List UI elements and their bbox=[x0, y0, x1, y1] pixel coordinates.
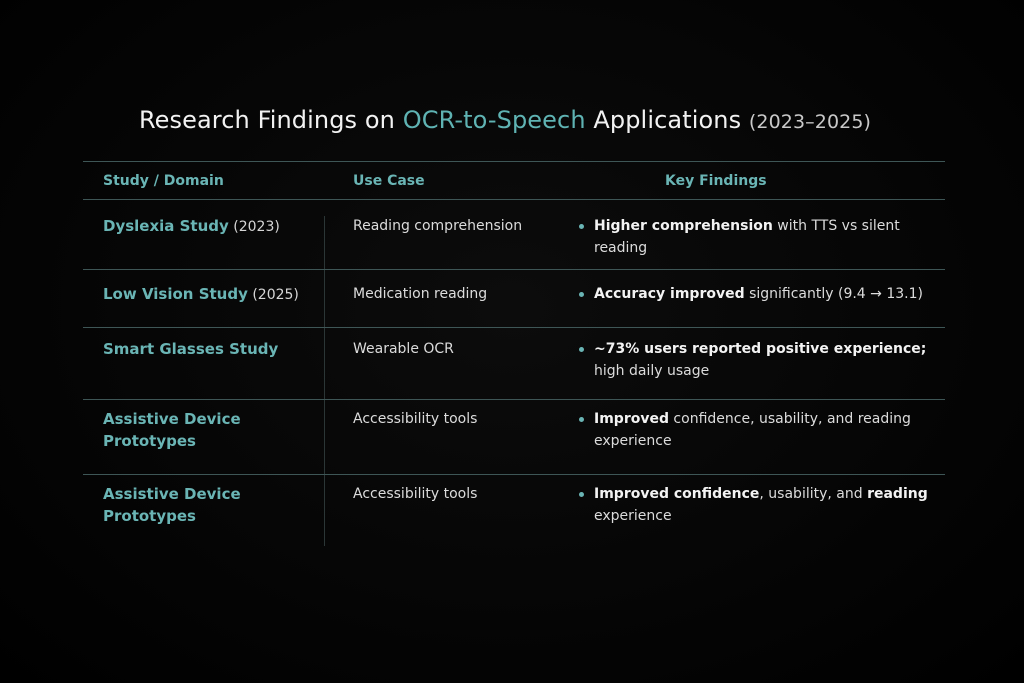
finding-rest: high daily usage bbox=[594, 363, 710, 379]
cell-use-case: Reading comprehension bbox=[353, 218, 523, 234]
title-accent: OCR-to-Speech bbox=[402, 106, 586, 134]
header-use-case: Use Case bbox=[353, 173, 425, 189]
bullet-icon bbox=[579, 292, 584, 297]
finding-rest: significantly (9.4 → 13.1) bbox=[744, 286, 923, 302]
finding-text: Accuracy improved significantly (9.4 → 1… bbox=[594, 283, 929, 305]
cell-study: Assistive Device Prototypes bbox=[103, 483, 318, 528]
title-text: Research Findings on bbox=[138, 106, 403, 134]
cell-finding: Improved confidence, usability, and read… bbox=[579, 483, 929, 527]
cell-use-case: Accessibility tools bbox=[353, 486, 478, 502]
finding-text: Improved confidence, usability, and read… bbox=[594, 408, 929, 452]
finding-rest: with TTS vs silent reading bbox=[594, 218, 900, 256]
cell-finding: Accuracy improved significantly (9.4 → 1… bbox=[579, 283, 929, 305]
table-rule-top bbox=[83, 161, 945, 162]
header-rule bbox=[83, 199, 945, 200]
finding-emphasis: ~73% users reported positive experience; bbox=[594, 341, 927, 357]
header-study: Study / Domain bbox=[103, 173, 224, 189]
title-text-post: Applications bbox=[585, 106, 749, 134]
cell-use-case: Medication reading bbox=[353, 286, 488, 302]
study-name: Assistive Device Prototypes bbox=[103, 410, 241, 450]
row-rule bbox=[83, 474, 945, 475]
cell-use-case: Accessibility tools bbox=[353, 411, 478, 427]
header-key-findings: Key Findings bbox=[665, 173, 767, 189]
finding-text: Improved confidence, usability, and read… bbox=[594, 483, 929, 527]
cell-finding: Higher comprehension with TTS vs silent … bbox=[579, 215, 929, 259]
finding-rest: , usability, and bbox=[759, 486, 868, 502]
cell-finding: Improved confidence, usability, and read… bbox=[579, 408, 929, 452]
study-name: Smart Glasses Study bbox=[103, 340, 279, 358]
finding-rest: experience bbox=[594, 508, 672, 524]
row-rule bbox=[83, 327, 945, 328]
finding-emphasis: Accuracy improved bbox=[594, 286, 745, 302]
cell-study: Assistive Device Prototypes bbox=[103, 408, 318, 453]
study-year: (2025) bbox=[247, 287, 299, 303]
title-years: (2023–2025) bbox=[748, 111, 872, 133]
page-title: Research Findings on OCR-to-Speech Appli… bbox=[0, 106, 1010, 134]
finding-text: ~73% users reported positive experience;… bbox=[594, 338, 929, 382]
finding-emphasis: reading bbox=[867, 486, 928, 502]
bullet-icon bbox=[579, 347, 584, 352]
bullet-icon bbox=[579, 417, 584, 422]
cell-study: Dyslexia Study (2023) bbox=[103, 215, 318, 238]
study-year: (2023) bbox=[228, 219, 280, 235]
finding-emphasis: Higher comprehension bbox=[594, 218, 773, 234]
cell-study: Smart Glasses Study bbox=[103, 338, 318, 361]
finding-rest: confidence, usability, and reading exper… bbox=[594, 411, 911, 449]
bullet-icon bbox=[579, 492, 584, 497]
row-rule bbox=[83, 399, 945, 400]
cell-study: Low Vision Study (2025) bbox=[103, 283, 318, 306]
finding-emphasis: Improved bbox=[594, 411, 669, 427]
column-divider bbox=[324, 216, 325, 546]
bullet-icon bbox=[579, 224, 584, 229]
finding-emphasis: Improved confidence bbox=[594, 486, 760, 502]
study-name: Low Vision Study bbox=[103, 285, 248, 303]
row-rule bbox=[83, 269, 945, 270]
cell-use-case: Wearable OCR bbox=[353, 341, 454, 357]
study-name: Dyslexia Study bbox=[103, 217, 229, 235]
cell-finding: ~73% users reported positive experience;… bbox=[579, 338, 929, 382]
study-name: Assistive Device Prototypes bbox=[103, 485, 241, 525]
finding-text: Higher comprehension with TTS vs silent … bbox=[594, 215, 929, 259]
